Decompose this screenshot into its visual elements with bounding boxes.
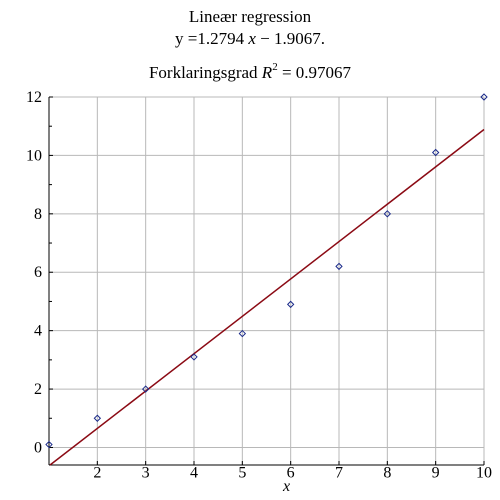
y-tick-label: 12 xyxy=(26,89,42,106)
data-point xyxy=(480,93,488,101)
y-tick-label: 10 xyxy=(26,147,42,164)
chart-title: Lineær regression xyxy=(188,7,312,26)
r-squared-label: Forklaringsgrad xyxy=(148,63,258,82)
r-squared-line: Forklaringsgrad R2 = 0.97067 xyxy=(0,56,500,84)
data-point xyxy=(335,262,343,271)
data-point xyxy=(141,385,150,393)
data-point xyxy=(45,440,53,449)
regression-line xyxy=(49,128,485,466)
equation-variable: x xyxy=(248,29,256,48)
x-tick-label: 9 xyxy=(432,464,440,481)
x-tick-label: 2 xyxy=(93,464,101,481)
x-tick-label: 7 xyxy=(335,464,343,481)
y-tick-label: 0 xyxy=(34,439,42,456)
x-tick-label: 10 xyxy=(476,464,492,481)
data-point xyxy=(238,329,247,338)
data-point xyxy=(190,353,198,361)
data-point xyxy=(383,210,392,218)
y-tick-label: 6 xyxy=(34,264,42,281)
x-axis-label: x xyxy=(282,478,290,495)
x-tick-label: 8 xyxy=(383,464,391,481)
equation-suffix: − 1.9067. xyxy=(260,29,325,48)
y-tick-label: 8 xyxy=(34,206,42,223)
y-tick-label: 2 xyxy=(34,381,42,398)
r-squared-symbol: R xyxy=(261,63,273,82)
y-tick-label: 4 xyxy=(34,323,42,340)
r-squared-exponent: 2 xyxy=(272,61,278,73)
x-tick-label: 6 xyxy=(287,464,295,481)
equation-prefix: y =1.2794 xyxy=(175,29,245,48)
data-point xyxy=(286,300,295,309)
data-point xyxy=(431,148,440,157)
r-squared-value: = 0.97067 xyxy=(281,63,352,82)
regression-equation: y =1.2794 x − 1.9067. xyxy=(0,28,500,50)
data-point xyxy=(93,414,102,422)
chart-title-block: Lineær regression y =1.2794 x − 1.9067. … xyxy=(0,6,500,84)
x-tick-label: 3 xyxy=(142,464,150,481)
x-tick-label: 4 xyxy=(190,464,198,481)
x-tick-label: 5 xyxy=(238,464,246,481)
